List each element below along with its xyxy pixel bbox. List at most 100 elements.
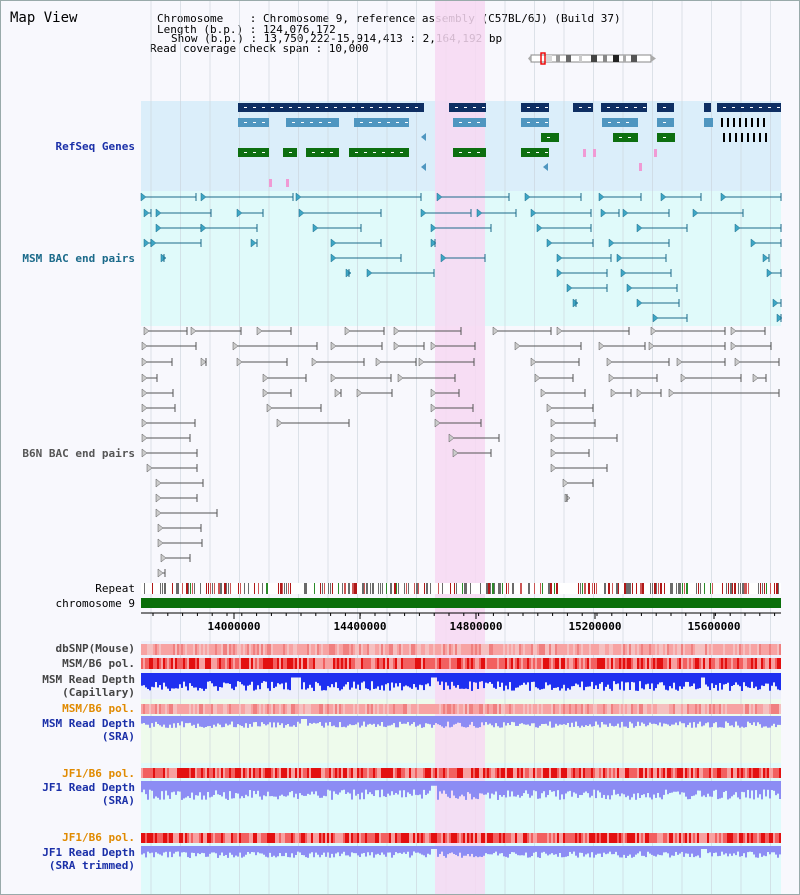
depth-bar [591, 846, 593, 853]
depth-bar [619, 781, 621, 797]
heat-cell [265, 833, 267, 843]
heat-cell [301, 768, 303, 778]
track-label-msm-b6-pol-2[interactable]: MSM/B6 pol. [62, 702, 135, 715]
track-label-msm-depth-sra[interactable]: MSM Read Depth (SRA) [42, 717, 135, 743]
track-label-dbsnp[interactable]: dbSNP(Mouse) [55, 642, 135, 655]
heat-cell [743, 658, 745, 669]
depth-bar [143, 846, 145, 854]
heat-cell [195, 768, 197, 778]
depth-bar [493, 781, 495, 795]
track-label-msm-depth-capillary[interactable]: MSM Read Depth (Capillary) [42, 673, 135, 699]
heat-cell [147, 768, 149, 778]
depth-bar [307, 673, 309, 689]
repeat-element [764, 583, 765, 594]
depth-bar [659, 846, 661, 856]
depth-bar [305, 716, 307, 719]
track-label-refseq[interactable]: RefSeq Genes [55, 140, 135, 153]
heat-cell [223, 658, 225, 669]
heat-cell [719, 833, 721, 843]
repeat-element [304, 583, 306, 594]
track-label-jf1-b6-pol-2[interactable]: JF1/B6 pol. [62, 831, 135, 844]
depth-bar [149, 716, 151, 728]
heat-cell [675, 768, 677, 778]
depth-bar [477, 846, 479, 858]
depth-bar [681, 673, 683, 689]
track-label-jf1-b6-pol-1[interactable]: JF1/B6 pol. [62, 767, 135, 780]
heat-cell [309, 658, 311, 669]
chromosome-bar[interactable] [141, 598, 781, 608]
heat-cell [711, 768, 713, 778]
track-label-msm-b6-pol-1[interactable]: MSM/B6 pol. [62, 657, 135, 670]
depth-bar [521, 781, 523, 796]
heat-cell [195, 833, 197, 843]
heat-cell [425, 768, 427, 778]
depth-bar [471, 673, 473, 691]
depth-bar [297, 846, 299, 852]
depth-bar [551, 673, 553, 690]
heat-cell [235, 644, 237, 655]
heat-cell [387, 833, 389, 843]
depth-bar [175, 846, 177, 852]
depth-bar [593, 781, 595, 790]
depth-bar [573, 716, 575, 727]
depth-bar [375, 716, 377, 727]
heat-cell [387, 704, 389, 714]
highlight-region[interactable] [435, 1, 485, 895]
depth-bar [347, 716, 349, 726]
depth-bar [169, 846, 171, 852]
depth-bar [263, 846, 265, 855]
depth-bar [689, 673, 691, 687]
repeat-element [152, 583, 153, 594]
msm-bac-pairs[interactable] [140, 192, 783, 323]
depth-bar [531, 673, 533, 682]
track-label-jf1-depth-trimmed[interactable]: JF1 Read Depth (SRA trimmed) [42, 846, 135, 872]
depth-bar [461, 781, 463, 795]
heat-cell [231, 833, 233, 843]
heat-cell [775, 704, 777, 714]
heat-cell [433, 704, 435, 714]
b6n-bac-pairs[interactable] [141, 326, 780, 578]
depth-bar [721, 846, 723, 852]
read-depth-tracks[interactable] [141, 673, 781, 858]
depth-bar [619, 673, 621, 690]
heat-cell [219, 768, 221, 778]
polymorphism-heat-tracks[interactable] [141, 644, 781, 843]
gene-feature [449, 103, 486, 112]
heat-cell [637, 644, 639, 655]
heat-cell [437, 704, 439, 714]
heat-cell [553, 658, 555, 669]
heat-cell [267, 644, 269, 655]
heat-cell [433, 768, 435, 778]
depth-bar [441, 716, 443, 727]
heat-cell [717, 833, 719, 843]
depth-bar [229, 846, 231, 853]
heat-cell [231, 644, 233, 655]
heat-cell [543, 658, 545, 669]
repeat-track[interactable] [141, 583, 781, 594]
heat-cell [203, 644, 205, 655]
chromosome-ideogram[interactable] [528, 52, 656, 65]
depth-bar [265, 673, 267, 682]
heat-cell [155, 833, 157, 843]
heat-cell [329, 833, 331, 843]
msm-bac-end [720, 192, 727, 202]
depth-bar [447, 716, 449, 722]
depth-bar [451, 846, 453, 853]
heat-cell [323, 768, 325, 778]
heat-cell [305, 644, 307, 655]
heat-cell [579, 768, 581, 778]
depth-bar [399, 781, 401, 791]
track-label-b6n-bac[interactable]: B6N BAC end pairs [22, 447, 135, 460]
depth-bar [247, 781, 249, 797]
repeat-element [650, 583, 651, 594]
depth-bar [161, 716, 163, 727]
track-label-jf1-depth-sra[interactable]: JF1 Read Depth (SRA) [42, 781, 135, 807]
msm-bac-end [250, 238, 257, 248]
heat-cell [483, 658, 485, 669]
heat-cell [427, 644, 429, 655]
heat-cell [361, 644, 363, 655]
heat-cell [225, 644, 227, 655]
track-label-msm-bac[interactable]: MSM BAC end pairs [22, 252, 135, 265]
refseq-genes[interactable] [238, 103, 781, 187]
